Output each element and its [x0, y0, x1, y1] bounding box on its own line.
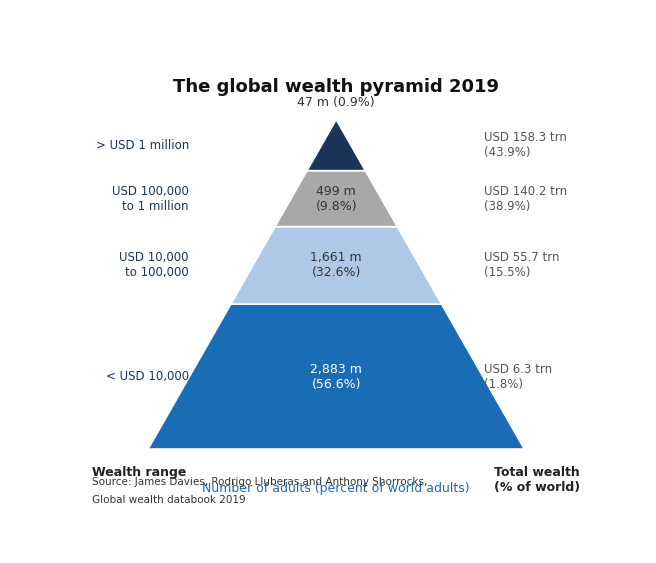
Polygon shape	[275, 171, 398, 227]
Text: The global wealth pyramid 2019: The global wealth pyramid 2019	[173, 78, 499, 96]
Polygon shape	[231, 227, 441, 304]
Text: 47 m (0.9%): 47 m (0.9%)	[297, 96, 375, 109]
Text: Wealth range: Wealth range	[92, 466, 186, 479]
Polygon shape	[307, 119, 365, 171]
Text: 1,661 m
(32.6%): 1,661 m (32.6%)	[310, 251, 362, 279]
Text: USD 158.3 trn
(43.9%): USD 158.3 trn (43.9%)	[483, 131, 567, 159]
Text: 2,883 m
(56.6%): 2,883 m (56.6%)	[310, 363, 362, 391]
Text: USD 6.3 trn
(1.8%): USD 6.3 trn (1.8%)	[483, 363, 552, 391]
Text: Number of adults (percent of world adults): Number of adults (percent of world adult…	[203, 481, 470, 494]
Text: Global wealth databook 2019: Global wealth databook 2019	[92, 494, 246, 504]
Text: Source: James Davies, Rodrigo Lluberas and Anthony Shorrocks,: Source: James Davies, Rodrigo Lluberas a…	[92, 477, 428, 487]
Text: USD 100,000
to 1 million: USD 100,000 to 1 million	[112, 185, 189, 213]
Text: Total wealth
(% of world): Total wealth (% of world)	[494, 466, 580, 494]
Text: < USD 10,000: < USD 10,000	[106, 370, 189, 383]
Text: USD 10,000
to 100,000: USD 10,000 to 100,000	[119, 251, 189, 279]
Text: > USD 1 million: > USD 1 million	[96, 138, 189, 151]
Text: USD 140.2 trn
(38.9%): USD 140.2 trn (38.9%)	[483, 185, 567, 213]
Text: 499 m
(9.8%): 499 m (9.8%)	[316, 185, 357, 213]
Polygon shape	[148, 304, 524, 449]
Text: USD 55.7 trn
(15.5%): USD 55.7 trn (15.5%)	[483, 251, 559, 279]
